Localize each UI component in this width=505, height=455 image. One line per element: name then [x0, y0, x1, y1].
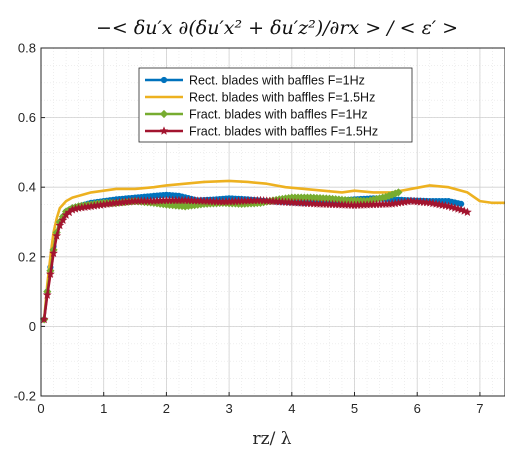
legend-label: Fract. blades with baffles F=1.5Hz [189, 125, 378, 139]
legend-marker [159, 126, 169, 135]
series-point [45, 269, 55, 279]
plot-area [39, 179, 505, 324]
chart-title: −< δu′x ∂(δu′x² + δu′z²)/∂rx > / < ε′ > [96, 17, 458, 39]
legend-item: Fract. blades with baffles F=1.5Hz [145, 125, 378, 139]
series-line [42, 179, 505, 321]
series-point [394, 188, 403, 197]
series-line [42, 199, 469, 321]
x-axis-label: rz/ λ [253, 429, 292, 449]
series-point [42, 290, 52, 299]
legend-item: Fract. blades with baffles F=1Hz [145, 108, 368, 122]
legend-label: Rect. blades with baffles F=1.5Hz [189, 91, 375, 105]
x-tick-label: 5 [351, 401, 358, 416]
x-tick-label: 2 [163, 401, 170, 416]
legend-label: Fract. blades with baffles F=1Hz [189, 108, 368, 122]
series-line [42, 191, 400, 321]
legend-box [138, 67, 413, 143]
legend-label: Rect. blades with baffles F=1Hz [189, 74, 365, 88]
y-tick-label: 0.8 [18, 41, 36, 56]
series-2 [42, 179, 505, 321]
y-tick-label: 0.2 [18, 249, 36, 264]
y-tick-label: 0.6 [18, 110, 36, 125]
x-tick-label: 3 [225, 401, 232, 416]
y-tick-label: 0.4 [18, 180, 36, 195]
y-tick-label: 0 [29, 319, 36, 334]
legend-item: Rect. blades with baffles F=1.5Hz [145, 91, 375, 105]
series-point [52, 231, 62, 240]
series-point [55, 220, 65, 230]
x-tick-label: 6 [414, 401, 421, 416]
axis-ticks: 0 1 2 3 4 5 6 7-0.200.20.40.60.8 [14, 41, 484, 417]
y-tick-label: -0.2 [14, 389, 36, 404]
x-tick-label: 0 [37, 401, 44, 416]
series-4 [39, 195, 472, 324]
axes-box [40, 47, 505, 397]
legend-item: Rect. blades with baffles F=1Hz [145, 74, 365, 88]
series-point [49, 248, 59, 258]
legend-marker [160, 76, 168, 84]
x-tick-label: 4 [288, 401, 295, 416]
legend-marker [159, 109, 169, 119]
series-point [462, 207, 472, 217]
series-point [58, 215, 68, 225]
legend: Rect. blades with baffles F=1Hz Rect. bla… [138, 67, 413, 143]
x-tick-label: 7 [476, 401, 483, 416]
x-tick-label: 1 [100, 401, 107, 416]
